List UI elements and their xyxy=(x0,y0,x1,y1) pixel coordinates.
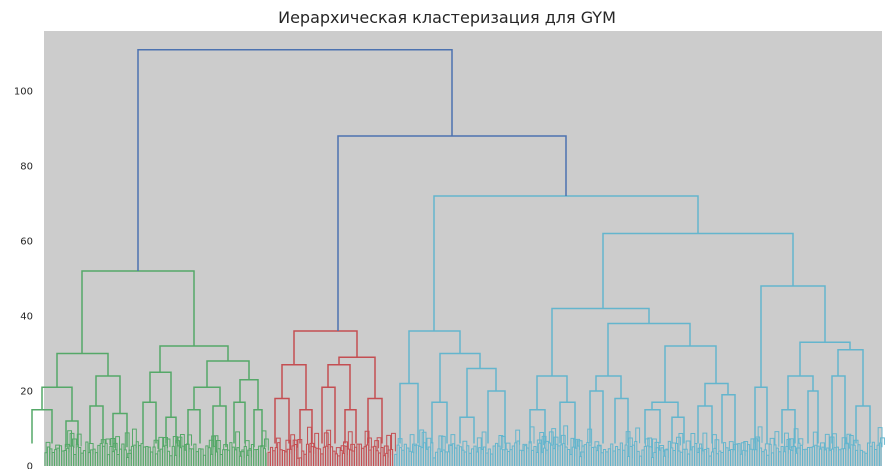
leaf-links-cluster_cyan xyxy=(394,425,885,466)
y-tick-label-100: 100 xyxy=(14,87,33,98)
dendrogram-link-32 xyxy=(466,367,497,418)
leaf-cluster-cluster_green xyxy=(44,428,269,466)
y-tick-label-60: 60 xyxy=(20,237,33,248)
dendrogram-link-27 xyxy=(293,330,358,365)
leaf-links-cluster_green xyxy=(44,428,269,466)
plot-background xyxy=(44,31,882,466)
chart-title: Иерархическая кластеризация для GYM xyxy=(278,8,616,27)
dendrogram-link-49 xyxy=(551,307,650,376)
y-tick-label-40: 40 xyxy=(20,312,33,323)
leaf-layer xyxy=(44,425,885,466)
y-axis-ticks: 0 20 40 60 80 100 xyxy=(14,87,33,469)
link-layer xyxy=(31,49,871,448)
leaf-cluster-cluster_cyan xyxy=(394,425,885,466)
y-tick-label-20: 20 xyxy=(20,387,33,398)
dendrogram-link-62 xyxy=(137,49,453,271)
y-tick-label-0: 0 xyxy=(27,462,33,469)
y-tick-label-80: 80 xyxy=(20,162,33,173)
